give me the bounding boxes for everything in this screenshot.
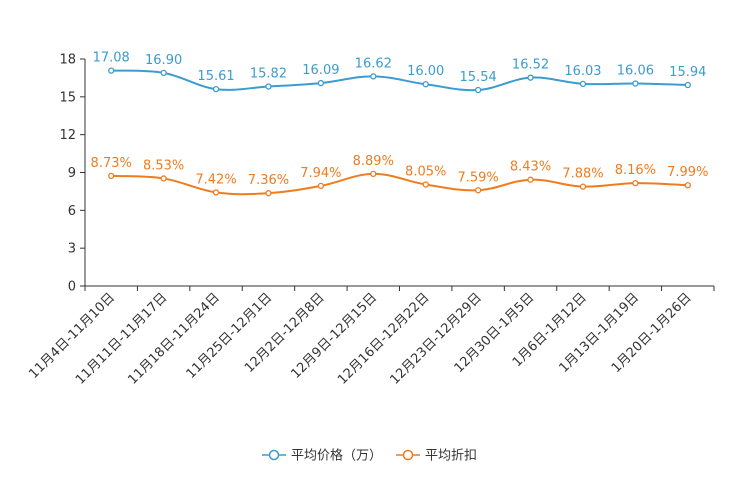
- y-tick-label: 9: [68, 166, 76, 181]
- data-label: 8.89%: [353, 154, 394, 169]
- data-label: 17.08: [93, 51, 130, 66]
- legend-label: 平均价格（万）: [291, 448, 382, 464]
- data-label: 16.62: [355, 56, 392, 71]
- y-tick-label: 6: [68, 204, 76, 219]
- data-point[interactable]: [160, 175, 167, 182]
- data-label: 15.82: [250, 66, 287, 81]
- data-label: 8.16%: [615, 163, 656, 178]
- data-label: 7.94%: [300, 166, 341, 181]
- y-tick-label: 18: [59, 53, 76, 68]
- x-tick-label: 11月4日-11月10日: [26, 290, 118, 382]
- legend-marker-icon: [402, 449, 414, 461]
- x-tick-label: 11月18日-11月24日: [125, 290, 222, 387]
- data-point[interactable]: [265, 83, 272, 90]
- series-1: 17.08 16.90 15.61 15.82 16.09 16.62 16.00 15.54…: [93, 51, 706, 94]
- data-point[interactable]: [684, 182, 691, 189]
- data-label: 7.88%: [562, 167, 603, 182]
- axes: 0 3 6 9 12 15 18 11月4日-11月10日11月11日-11月17日11月18…: [26, 53, 715, 388]
- y-tick-label: 12: [59, 128, 76, 143]
- data-point[interactable]: [422, 181, 429, 188]
- data-point[interactable]: [632, 80, 639, 87]
- data-point[interactable]: [108, 172, 115, 180]
- x-tick-label: 12月23日-12月29日: [387, 290, 484, 387]
- data-point[interactable]: [265, 190, 272, 197]
- data-label: 8.05%: [405, 164, 446, 179]
- legend-label: 平均折扣: [425, 449, 477, 464]
- legend-item-1[interactable]: 平均价格（万）: [262, 448, 382, 464]
- data-label: 16.03: [564, 64, 601, 79]
- data-label: 8.73%: [91, 156, 132, 171]
- data-label: 16.06: [617, 63, 654, 78]
- y-tick-label: 0: [68, 280, 76, 295]
- data-point[interactable]: [370, 73, 377, 80]
- data-point[interactable]: [579, 183, 587, 190]
- data-point[interactable]: [527, 176, 534, 183]
- data-point[interactable]: [317, 79, 325, 87]
- series-layer: 17.08 16.90 15.61 15.82 16.09 16.62 16.00 15.54…: [91, 51, 708, 197]
- legend[interactable]: 平均价格（万） 平均折扣: [262, 448, 477, 464]
- data-label: 15.61: [197, 69, 234, 84]
- data-label: 7.99%: [667, 165, 708, 180]
- data-point[interactable]: [370, 170, 377, 178]
- data-label: 8.53%: [143, 158, 184, 173]
- data-point[interactable]: [474, 187, 482, 194]
- data-point[interactable]: [212, 85, 220, 93]
- data-label: 15.94: [669, 65, 706, 80]
- data-label: 16.90: [145, 53, 182, 68]
- data-point[interactable]: [527, 74, 534, 81]
- legend-marker-icon: [268, 449, 280, 461]
- data-point[interactable]: [632, 179, 639, 187]
- series-2: 8.73% 8.53% 7.42% 7.36% 7.94% 8.89% 8.05% 7.59%…: [91, 154, 708, 197]
- y-tick-label: 15: [59, 90, 76, 105]
- x-tick-label: 11月11日-11月17日: [73, 290, 170, 387]
- data-label: 7.59%: [457, 170, 498, 185]
- data-point[interactable]: [108, 67, 115, 74]
- data-point[interactable]: [474, 86, 482, 94]
- data-label: 8.43%: [510, 160, 551, 175]
- data-label: 16.09: [302, 63, 339, 78]
- data-label: 7.36%: [248, 173, 289, 188]
- data-label: 15.54: [460, 70, 497, 85]
- series-line: [111, 172, 688, 196]
- legend-item-2[interactable]: 平均折扣: [396, 449, 477, 464]
- data-point[interactable]: [160, 69, 167, 77]
- data-point[interactable]: [684, 81, 691, 89]
- data-point[interactable]: [579, 80, 587, 87]
- data-label: 7.42%: [195, 172, 236, 187]
- data-point[interactable]: [422, 81, 429, 88]
- series-line: [111, 69, 688, 92]
- y-tick-label: 3: [68, 242, 76, 257]
- x-tick-label: 12月16日-12月22日: [335, 290, 432, 387]
- data-label: 16.52: [512, 58, 549, 73]
- data-point[interactable]: [317, 182, 325, 190]
- data-point[interactable]: [212, 189, 220, 196]
- data-label: 16.00: [407, 64, 444, 79]
